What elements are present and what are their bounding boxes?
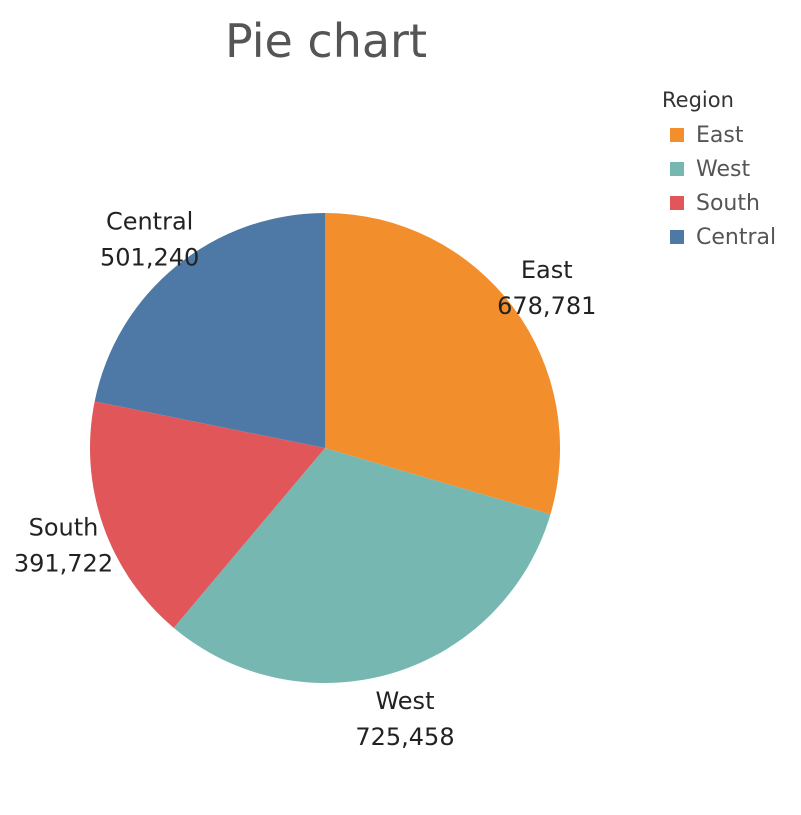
legend-swatch bbox=[670, 230, 684, 244]
chart-title: Pie chart bbox=[224, 14, 427, 68]
pie-slice-east bbox=[325, 213, 561, 515]
legend: Region East West South Central bbox=[662, 88, 776, 254]
slice-label-south: South bbox=[29, 513, 99, 541]
legend-swatch bbox=[670, 196, 684, 210]
legend-label: West bbox=[696, 156, 751, 182]
legend-label: South bbox=[696, 190, 760, 216]
legend-items: East West South Central bbox=[662, 118, 776, 254]
legend-label: East bbox=[696, 122, 744, 148]
legend-item-south: South bbox=[662, 186, 776, 220]
slice-label-east: East bbox=[521, 256, 573, 284]
legend-item-east: East bbox=[662, 118, 776, 152]
slice-labels: East 678,781 West 725,458 South 391,722 Centra… bbox=[14, 208, 597, 752]
pie-slice-central bbox=[94, 213, 325, 448]
pie-slice-south bbox=[89, 401, 325, 628]
legend-swatch bbox=[670, 162, 684, 176]
slice-label-central: Central bbox=[106, 208, 193, 236]
legend-label: Central bbox=[696, 224, 777, 250]
pie-slices bbox=[89, 213, 561, 683]
legend-item-central: Central bbox=[662, 220, 776, 254]
slice-value-south: 391,722 bbox=[14, 549, 113, 577]
slice-value-east: 678,781 bbox=[497, 292, 596, 320]
legend-swatch bbox=[670, 128, 684, 142]
slice-label-west: West bbox=[375, 687, 434, 715]
legend-item-west: West bbox=[662, 152, 776, 186]
pie-slice-west bbox=[173, 448, 551, 683]
slice-value-west: 725,458 bbox=[355, 723, 454, 751]
slice-value-central: 501,240 bbox=[100, 244, 199, 272]
legend-title: Region bbox=[662, 88, 734, 112]
